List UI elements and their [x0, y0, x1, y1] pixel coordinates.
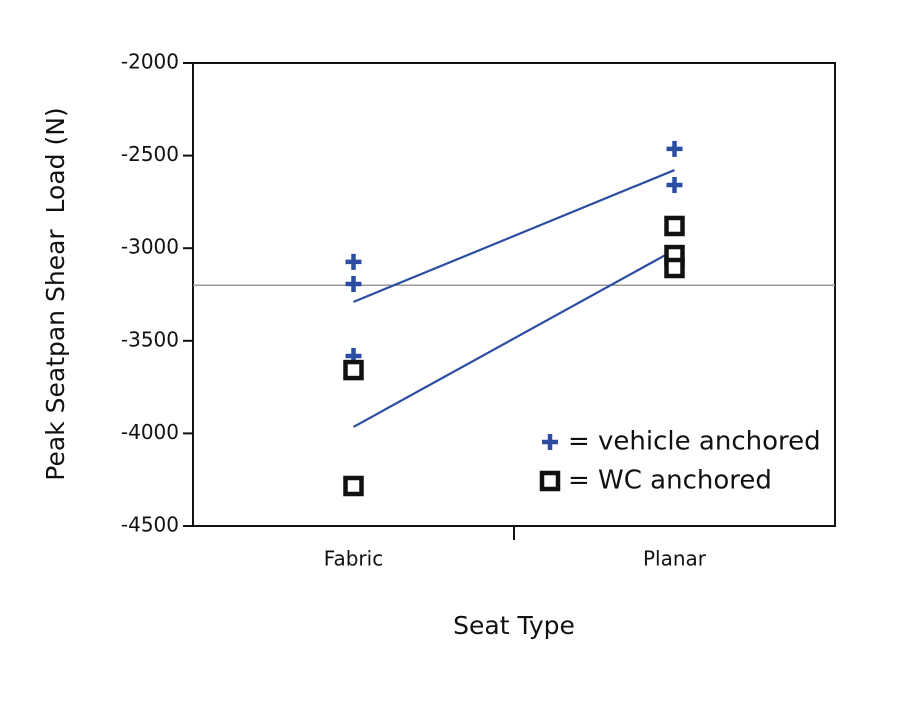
x-tick-label: Fabric	[324, 547, 383, 571]
x-tick-label: Planar	[643, 547, 707, 571]
data-point	[666, 177, 683, 194]
legend-label: = WC anchored	[568, 466, 772, 496]
y-tick-label: -2500	[121, 142, 179, 166]
legend-marker	[539, 470, 561, 492]
plot-frame	[192, 62, 836, 527]
y-tick-label: -3500	[121, 327, 179, 351]
legend-marker	[542, 434, 558, 450]
data-point	[666, 140, 683, 157]
data-point	[664, 215, 685, 237]
data-point	[343, 475, 364, 497]
y-tick-label: -3000	[121, 235, 179, 259]
legend-label: = vehicle anchored	[568, 427, 821, 457]
data-point	[343, 359, 364, 381]
y-axis-title: Peak Seatpan Shear Load (N)	[41, 107, 70, 480]
data-point	[345, 275, 362, 292]
fit-line	[352, 249, 676, 428]
data-point	[664, 257, 685, 279]
y-tick-label: -4000	[121, 420, 179, 444]
y-tick-label: -4500	[121, 513, 179, 537]
fit-line	[353, 169, 675, 303]
x-axis-title: Seat Type	[453, 611, 575, 640]
data-point	[345, 253, 362, 270]
y-tick-label: -2000	[121, 50, 179, 74]
